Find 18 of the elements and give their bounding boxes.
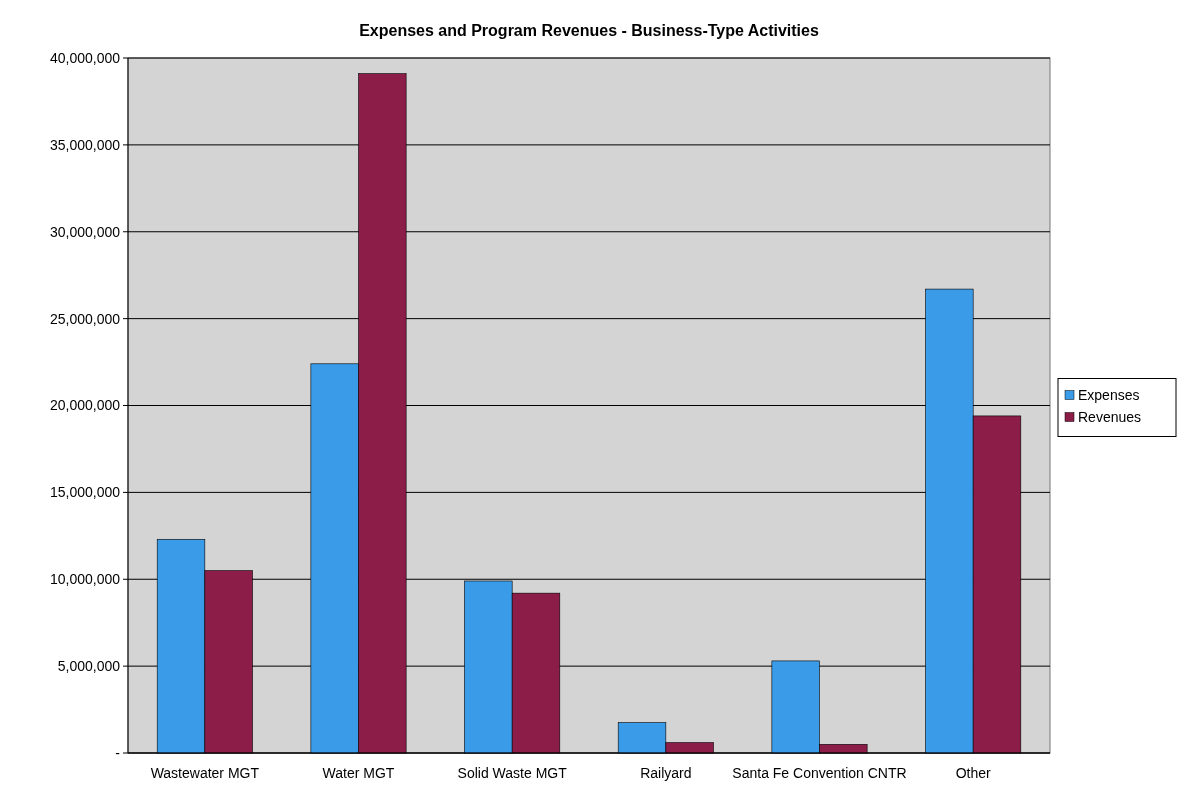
y-tick-label: 5,000,000 (57, 658, 121, 675)
x-tick-label: Solid Waste MGT (457, 765, 568, 781)
y-tick-label: 30,000,000 (49, 223, 121, 240)
x-tick-label: Water MGT (322, 765, 395, 781)
y-tick-label: 20,000,000 (49, 397, 121, 414)
y-tick-label: 25,000,000 (49, 310, 121, 327)
x-tick-label: Other (955, 765, 992, 781)
y-tick-label: 10,000,000 (49, 571, 121, 588)
x-tick-label: Santa Fe Convention CNTR (732, 765, 907, 781)
x-tick-label: Wastewater MGT (150, 765, 260, 781)
chart-title: Expenses and Program Revenues - Business-Type Activities (359, 22, 819, 39)
legend-label: Revenues (1078, 409, 1142, 426)
y-tick-label: 40,000,000 (49, 49, 121, 66)
y-tick-label: - (115, 744, 121, 761)
x-tick-label: Railyard (640, 765, 692, 781)
y-tick-label: 35,000,000 (49, 136, 121, 153)
legend-label: Expenses (1078, 387, 1140, 404)
y-tick-label: 15,000,000 (49, 484, 121, 501)
